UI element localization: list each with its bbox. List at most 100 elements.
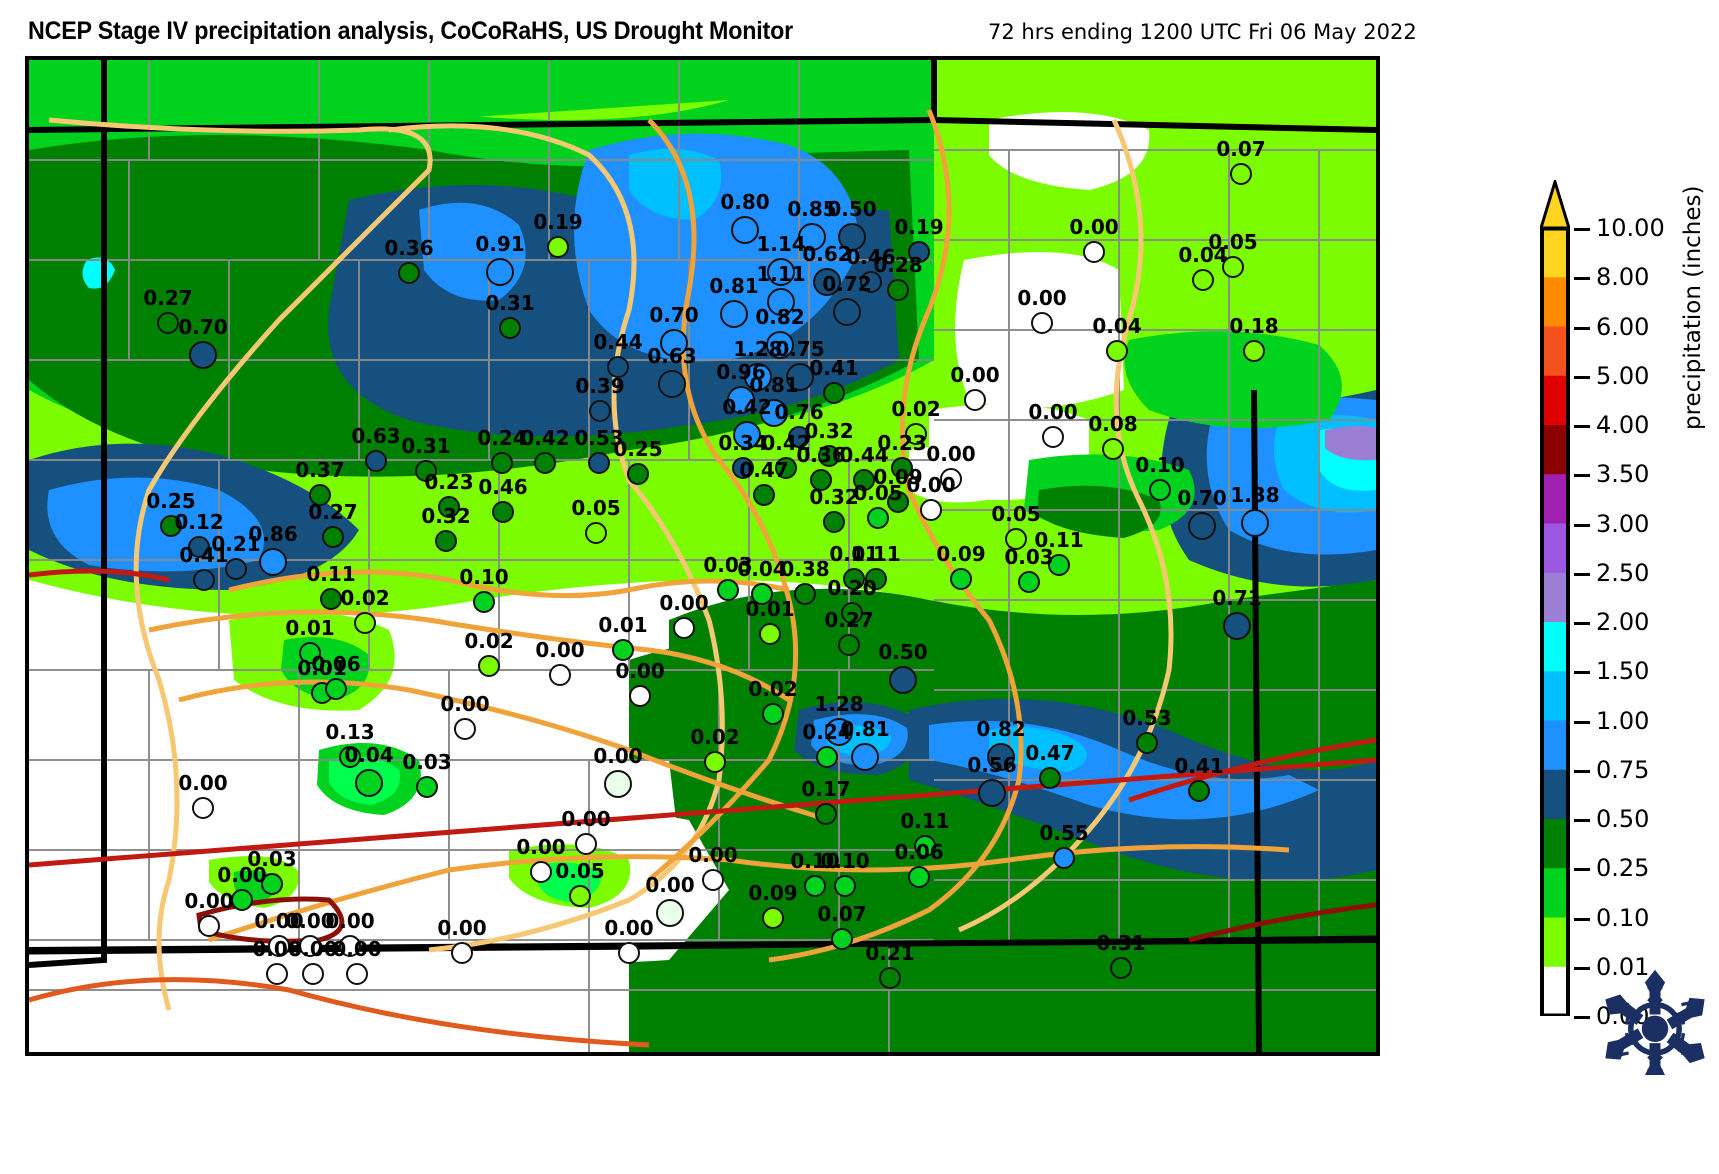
station-value-label: 1.28	[814, 692, 864, 716]
colorbar-tick-label: 0.25	[1596, 854, 1650, 883]
station-marker-icon	[767, 288, 795, 316]
colorbar-tick-label: 4.00	[1596, 411, 1650, 439]
station-value-label: 0.00	[561, 807, 611, 831]
station-marker-icon	[589, 400, 611, 422]
station-value-label: 0.76	[774, 400, 824, 424]
station-marker-icon	[192, 797, 214, 819]
station-marker-icon	[302, 963, 324, 985]
colorbar-axis-title: precipitation (inches)	[1680, 185, 1706, 430]
station-marker-icon	[816, 746, 838, 768]
station-value-label: 0.32	[421, 504, 471, 528]
station-marker-icon	[193, 569, 215, 591]
station-value-label: 0.03	[247, 847, 297, 871]
station-marker-icon	[322, 526, 344, 548]
station-marker-icon	[762, 907, 784, 929]
page-header: NCEP Stage IV precipitation analysis, Co…	[0, 0, 1719, 56]
station-marker-icon	[720, 300, 748, 328]
station-marker-icon	[860, 271, 882, 293]
station-value-label: 0.00	[1069, 215, 1119, 239]
station-value-label: 0.00	[252, 937, 302, 961]
station-value-label: 0.11	[900, 809, 950, 833]
precipitation-map[interactable]: 0.07 0.00 0.19 0.80 0.85 0.50 0.19 0.05 0.04 0.36…	[25, 56, 1380, 1056]
colorbar-tick-label: 0.01	[1596, 952, 1650, 981]
colorbar-tick	[1574, 277, 1590, 281]
station-marker-icon	[853, 469, 875, 491]
station-value-label: 0.23	[877, 431, 927, 455]
station-marker-icon	[530, 861, 552, 883]
station-value-label: 0.37	[295, 458, 345, 482]
station-marker-icon	[1048, 554, 1070, 576]
station-marker-icon	[887, 491, 909, 513]
station-value-label: 0.63	[351, 424, 401, 448]
station-marker-icon	[499, 317, 521, 339]
station-marker-icon	[815, 803, 837, 825]
station-value-label: 0.81	[749, 373, 799, 397]
station-value-label: 0.21	[865, 941, 915, 965]
station-value-label: 0.00	[440, 692, 490, 716]
station-marker-icon	[879, 967, 901, 989]
station-marker-icon	[744, 363, 772, 391]
station-marker-icon	[889, 666, 917, 694]
station-marker-icon	[775, 457, 797, 479]
colorbar-tick-label: 6.00	[1596, 312, 1650, 341]
station-marker-icon	[365, 450, 387, 472]
station-value-label: 0.39	[575, 374, 625, 398]
colorbar-tick-label: 8.00	[1596, 263, 1650, 292]
station-marker-icon	[940, 468, 962, 490]
station-value-label: 0.86	[248, 522, 298, 546]
station-marker-icon	[268, 935, 290, 957]
station-marker-icon	[1053, 847, 1075, 869]
station-marker-icon	[834, 875, 856, 897]
station-marker-icon	[588, 452, 610, 474]
station-marker-icon	[299, 935, 321, 957]
station-marker-icon	[717, 579, 739, 601]
station-marker-icon	[823, 511, 845, 533]
station-value-label: 0.02	[748, 677, 798, 701]
station-marker-icon	[473, 591, 495, 613]
station-value-label: 0.00	[615, 659, 665, 683]
station-value-label: 0.81	[840, 717, 890, 741]
valid-time-subtitle: 72 hrs ending 1200 UTC Fri 06 May 2022	[988, 20, 1417, 44]
station-value-label: 0.28	[873, 253, 923, 277]
station-value-label: 0.44	[839, 443, 889, 467]
station-value-label: 0.01	[598, 613, 648, 637]
station-marker-icon	[266, 963, 288, 985]
station-value-label: 0.31	[1096, 931, 1146, 955]
station-value-label: 0.11	[851, 542, 901, 566]
station-marker-icon	[1188, 780, 1210, 802]
station-marker-icon	[810, 469, 832, 491]
station-marker-icon	[1223, 612, 1251, 640]
station-marker-icon	[1102, 438, 1124, 460]
station-value-label: 0.03	[402, 750, 452, 774]
station-value-label: 0.11	[306, 562, 356, 586]
station-marker-icon	[492, 501, 514, 523]
station-marker-icon	[891, 457, 913, 479]
station-value-label: 0.03	[1004, 545, 1054, 569]
colorbar-tick-label: 1.50	[1596, 657, 1650, 686]
station-marker-icon	[978, 779, 1006, 807]
station-value-label: 0.38	[780, 557, 830, 581]
colorbar-tick	[1574, 425, 1590, 428]
station-marker-icon	[451, 942, 473, 964]
station-value-label: 0.02	[690, 725, 740, 749]
station-value-label: 0.05	[555, 859, 605, 883]
station-marker-icon	[658, 370, 686, 398]
station-value-label: 0.46	[846, 245, 896, 269]
colorbar-tick	[1574, 868, 1590, 872]
station-marker-icon	[813, 268, 841, 296]
station-marker-icon	[575, 833, 597, 855]
station-marker-icon	[838, 223, 866, 251]
colorbar-tick	[1574, 622, 1590, 625]
station-value-label: 0.25	[146, 489, 196, 513]
station-marker-icon	[569, 885, 591, 907]
station-value-label: 0.72	[822, 272, 872, 296]
station-value-label: 0.70	[1177, 486, 1227, 510]
station-marker-icon	[838, 634, 860, 656]
station-value-label: 0.24	[802, 720, 852, 744]
station-marker-icon	[320, 588, 342, 610]
station-marker-icon	[704, 751, 726, 773]
station-value-label: 0.03	[703, 553, 753, 577]
station-value-label: 0.04	[1178, 243, 1228, 267]
station-value-label: 0.00	[926, 442, 976, 466]
station-value-label: 0.42	[722, 395, 772, 419]
